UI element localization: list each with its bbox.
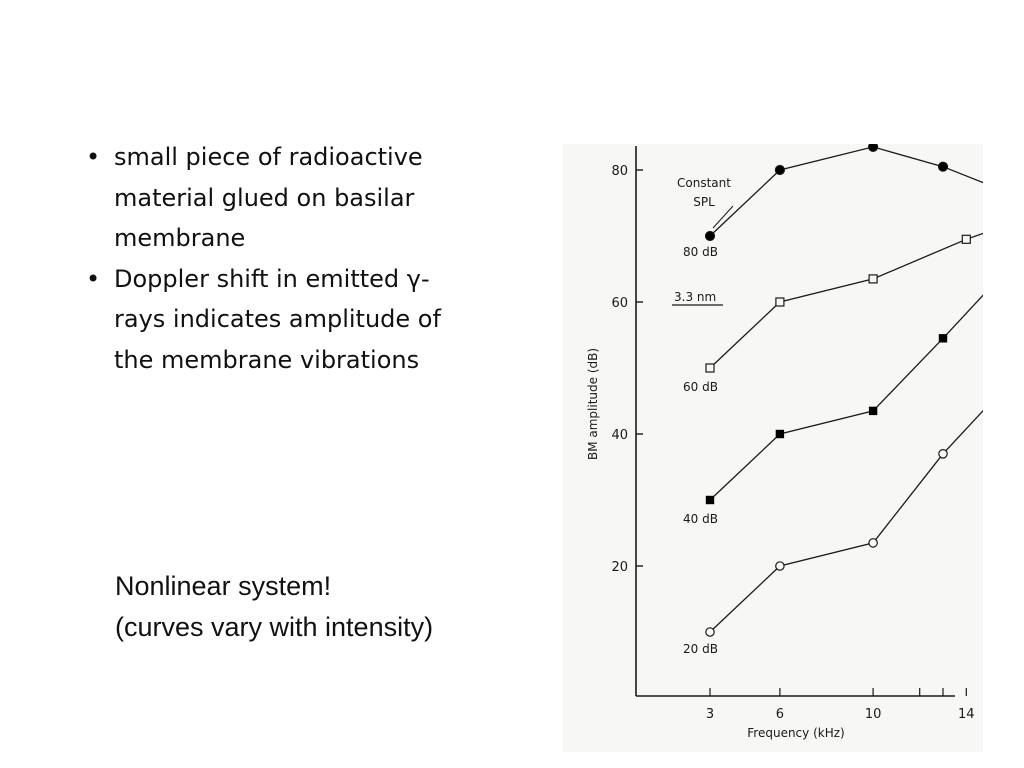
nonlinear-note: Nonlinear system! (curves vary with inte… [115,566,535,648]
series-line [709,232,983,369]
constant-spl-label-line1: Constant [677,176,731,190]
chart-labels: 2040608036101418Frequency (kHz)BM amplit… [586,164,975,740]
constant-spl-label-line2: SPL [693,195,715,209]
x-tick-label: 3 [706,707,714,722]
y-tick-label: 60 [611,296,628,311]
data-point [775,429,785,439]
data-point [775,561,785,571]
data-point [868,538,878,548]
data-point [938,448,948,459]
y-tick-label: 40 [611,428,628,443]
x-tick-label: 10 [865,707,882,722]
series-line [709,294,983,501]
x-tick-label: 6 [776,707,784,722]
bullet-item: small piece of radioactive material glue… [86,137,466,259]
series-label: 40 dB [683,512,718,526]
data-point [937,161,949,172]
bullet-item: Doppler shift in emitted γ-rays indicate… [86,259,466,381]
spl-leader-line [712,205,734,229]
data-point [868,274,878,284]
series-label: 60 dB [683,380,718,394]
series-line [709,146,983,237]
x-tick-label: 14 [958,707,975,722]
data-point [868,144,879,152]
series-label: 20 dB [683,642,718,656]
x-axis-title: Frequency (kHz) [747,726,844,740]
bm-amplitude-chart: 2040608036101418Frequency (kHz)BM amplit… [586,144,983,740]
data-point [868,406,878,416]
data-point [961,234,971,244]
note-line: (curves vary with intensity) [115,612,434,642]
note-line: Nonlinear system! [115,571,332,601]
chart-axes [635,146,967,697]
series-label: 80 dB [683,245,718,259]
data-point [774,164,785,176]
data-point [938,334,948,343]
data-point [705,363,715,373]
data-point [775,297,785,307]
data-point [705,627,715,637]
y-axis-title: BM amplitude (dB) [586,348,600,460]
bullet-list: small piece of radioactive material glue… [86,137,466,380]
scale-3-3nm-label: 3.3 nm [674,290,716,304]
y-tick-label: 80 [611,164,628,179]
chart-markers [704,144,971,637]
chart-lines [709,146,983,633]
series-line [709,409,983,633]
data-point [704,230,716,242]
bm-amplitude-figure: 2040608036101418Frequency (kHz)BM amplit… [563,144,983,752]
data-point [705,495,715,505]
y-tick-label: 20 [611,560,628,575]
